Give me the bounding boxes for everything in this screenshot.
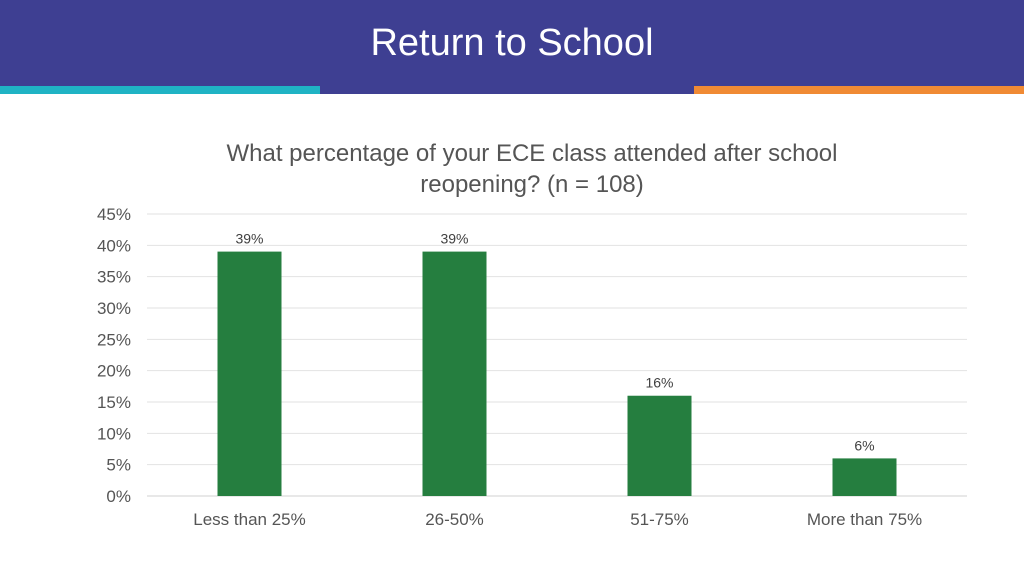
- y-tick-label: 45%: [97, 205, 131, 224]
- y-tick-label: 35%: [97, 268, 131, 287]
- x-category-label: 26-50%: [425, 510, 484, 529]
- bar-1: [217, 251, 282, 496]
- slide-title: Return to School: [370, 22, 654, 64]
- data-label: 39%: [235, 231, 263, 247]
- y-tick-label: 10%: [97, 424, 131, 443]
- header-bar: Return to School: [0, 0, 1024, 94]
- y-tick-label: 30%: [97, 299, 131, 318]
- x-category-label: Less than 25%: [193, 510, 305, 529]
- data-label: 6%: [854, 437, 874, 453]
- y-tick-label: 40%: [97, 236, 131, 255]
- accent-stripe-right: [694, 86, 1024, 94]
- y-tick-label: 20%: [97, 362, 131, 381]
- accent-stripe-left: [0, 86, 320, 94]
- y-tick-label: 15%: [97, 393, 131, 412]
- y-tick-label: 25%: [97, 330, 131, 349]
- bar-4: [832, 458, 897, 496]
- data-label: 39%: [440, 231, 468, 247]
- chart-title: What percentage of your ECE class attend…: [226, 140, 838, 198]
- bar-2: [422, 251, 487, 496]
- y-tick-label: 5%: [106, 456, 131, 475]
- x-category-label: 51-75%: [630, 510, 689, 529]
- y-tick-label: 0%: [106, 487, 131, 506]
- x-category-label: More than 75%: [807, 510, 922, 529]
- bar-3: [627, 395, 692, 496]
- data-label: 16%: [645, 375, 673, 391]
